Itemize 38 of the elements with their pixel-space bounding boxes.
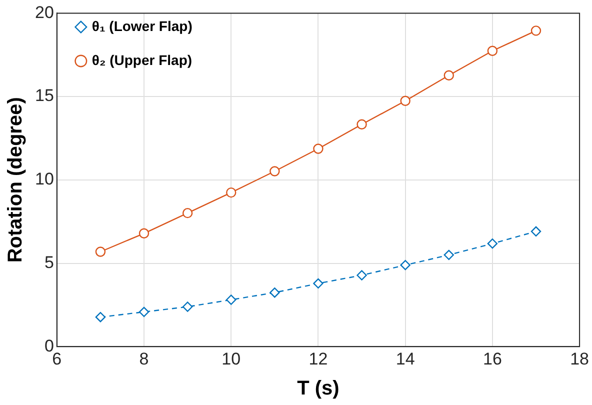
point: [530, 26, 542, 36]
y-tick-label: 10: [34, 170, 54, 189]
x-tick-label: 18: [570, 349, 590, 368]
x-tick-label: 10: [222, 349, 241, 368]
legend-label: θ₂ (Upper Flap): [92, 52, 192, 68]
point: [356, 119, 367, 130]
point: [226, 294, 236, 305]
x-tick-label: 8: [139, 349, 149, 368]
point: [313, 278, 324, 289]
point: [444, 250, 454, 260]
point: [530, 226, 542, 237]
point: [270, 166, 280, 176]
y-tick-label: 15: [34, 86, 54, 106]
point: [95, 246, 106, 257]
point: [313, 144, 324, 154]
point: [487, 46, 498, 56]
point: [138, 228, 150, 239]
y-tick-label: 0: [44, 336, 54, 356]
point: [138, 306, 150, 318]
point: [356, 270, 367, 280]
y-axis-title: Rotation (degree): [4, 97, 27, 263]
point: [444, 70, 454, 80]
legend-label: θ₁ (Lower Flap): [92, 18, 192, 34]
point: [182, 208, 193, 218]
point: [95, 312, 106, 322]
point: [182, 302, 193, 312]
x-tick-label: 16: [482, 349, 502, 368]
y-tick-label: 5: [44, 252, 54, 272]
point: [400, 260, 410, 270]
point: [487, 238, 498, 249]
x-axis-title: T (s): [297, 378, 340, 400]
point: [400, 96, 410, 106]
x-tick-label: 14: [396, 349, 415, 368]
y-tick-label: 20: [34, 2, 54, 22]
point: [226, 187, 236, 198]
point: [270, 287, 280, 298]
x-tick-label: 12: [308, 349, 328, 368]
x-tick-label: 6: [52, 349, 62, 368]
